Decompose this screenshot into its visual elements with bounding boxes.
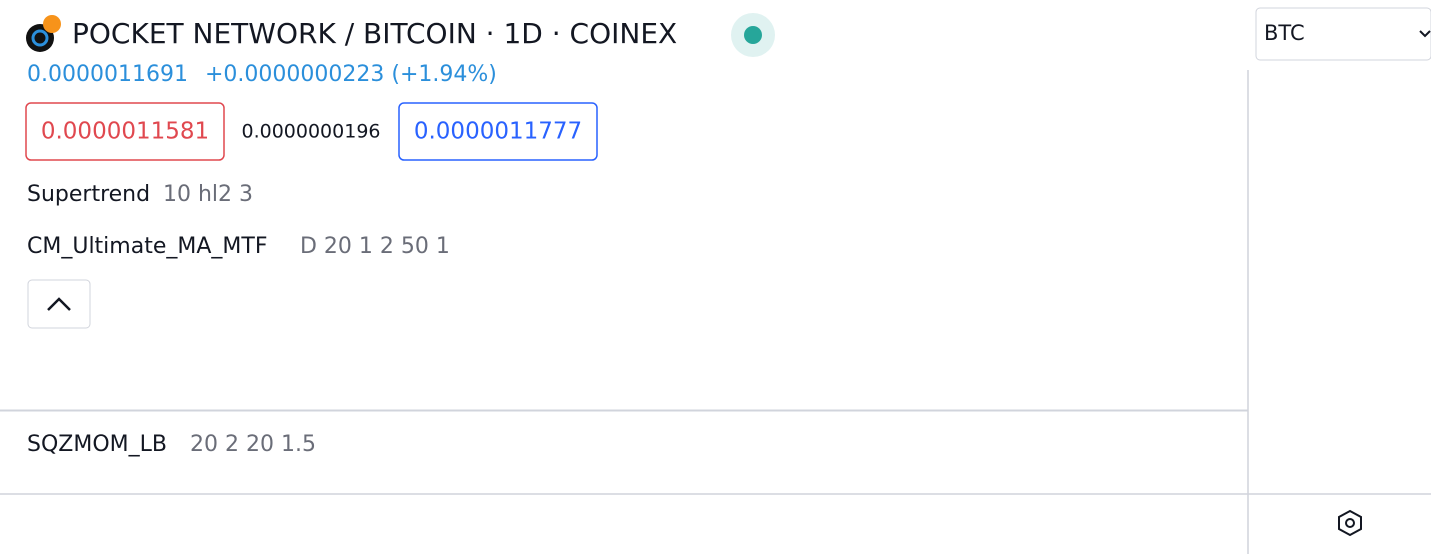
settings-button[interactable] <box>1338 509 1362 537</box>
indicator-name[interactable]: SQZMOM_LB <box>27 432 167 457</box>
currency-select[interactable] <box>1255 7 1431 61</box>
dropdown-icon <box>1419 30 1431 38</box>
indicator-name[interactable]: Supertrend <box>27 182 150 207</box>
ask-price: 0.0000011777 <box>414 119 582 145</box>
symbol-icon <box>31 29 49 47</box>
price-change: +0.0000000223 (+1.94%) <box>205 62 497 87</box>
last-price: 0.0000011691 <box>27 62 188 87</box>
bid-price: 0.0000011581 <box>41 119 209 145</box>
sell-button[interactable] <box>25 102 225 161</box>
market-status-dot <box>744 26 762 44</box>
currency-text: BTC <box>1264 21 1305 45</box>
indicator-params: D 20 1 2 50 1 <box>300 234 450 259</box>
settings-icon <box>1345 518 1355 528</box>
buy-button[interactable] <box>398 102 598 161</box>
indicator-params: 20 2 20 1.5 <box>190 432 316 457</box>
collapse-button[interactable] <box>27 279 91 329</box>
chevron-icon <box>47 297 71 311</box>
currency-icon <box>43 15 61 33</box>
spread: 0.0000000196 <box>241 121 380 143</box>
indicator-name[interactable]: CM_Ultimate_MA_MTF <box>27 234 267 259</box>
chart-title: POCKET NETWORK / BITCOIN · 1D · COINEX <box>72 17 677 50</box>
indicator-params: 10 hl2 3 <box>163 182 253 207</box>
